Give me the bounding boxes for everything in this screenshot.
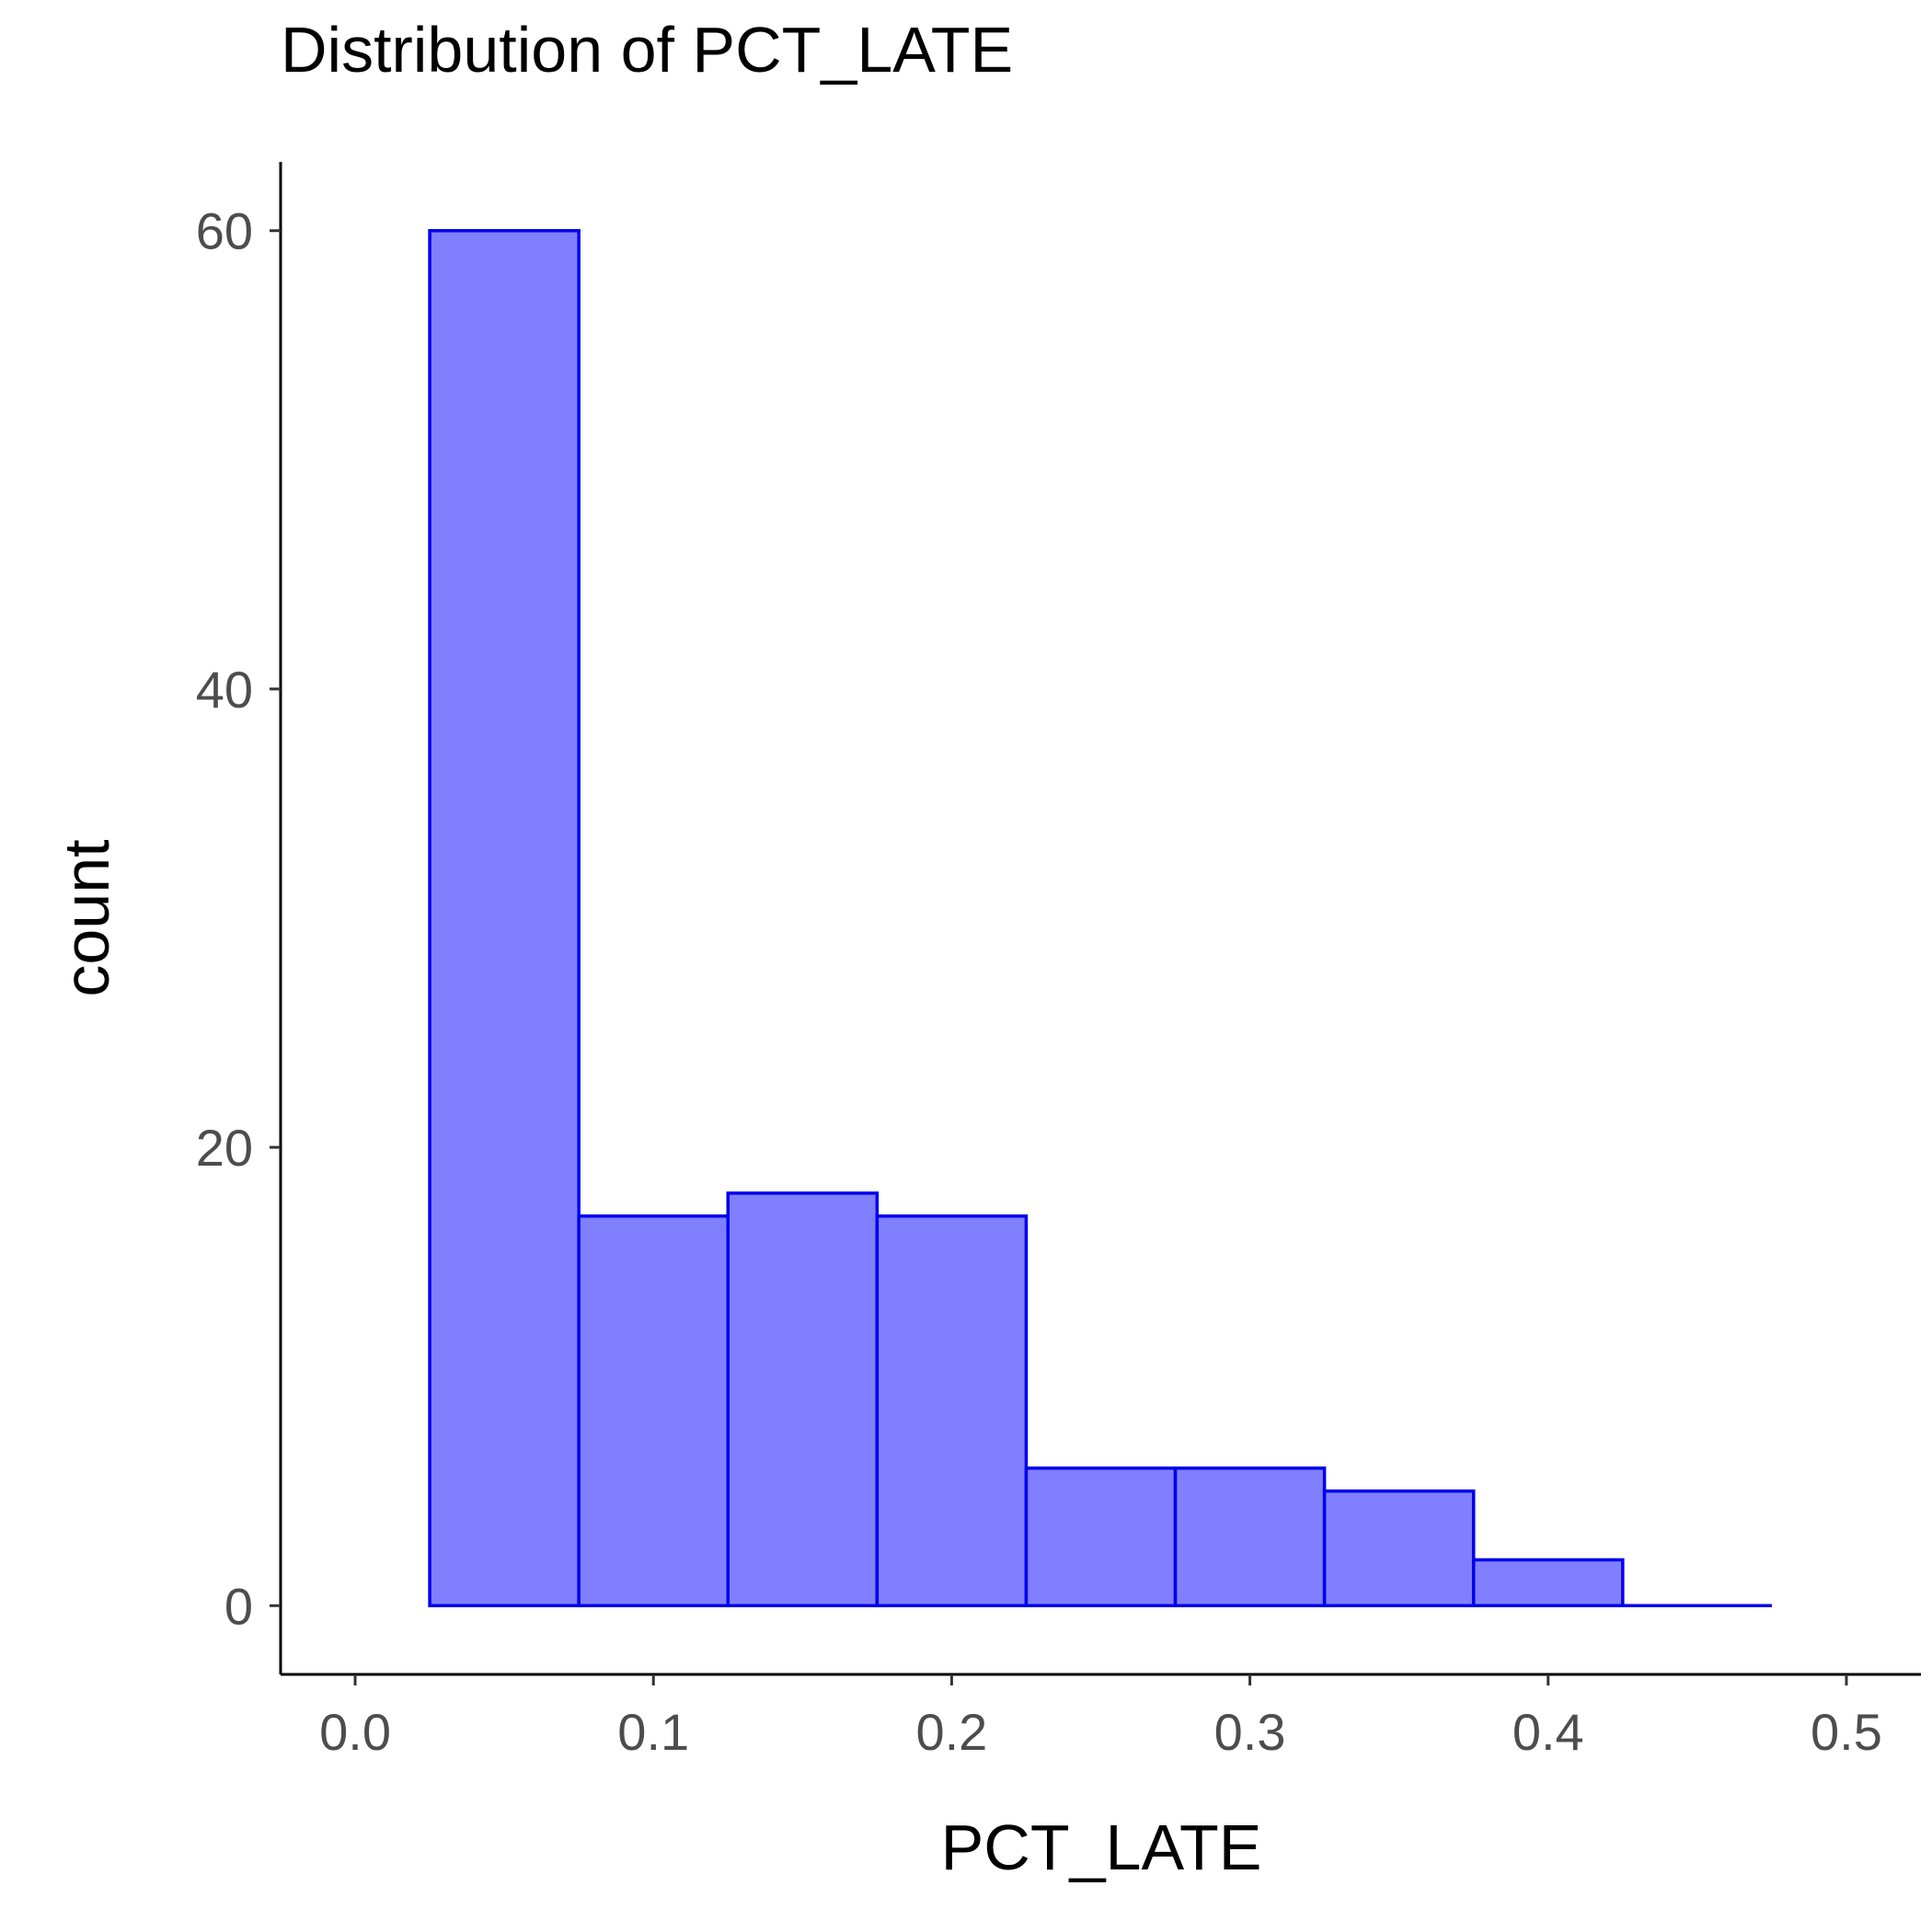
histogram-bar <box>726 1191 880 1608</box>
x-axis-title: PCT_LATE <box>941 1811 1262 1883</box>
x-tick-label: 0.2 <box>915 1703 987 1761</box>
chart-title: Distribution of PCT_LATE <box>281 14 1013 86</box>
y-tick-label: 60 <box>196 202 253 260</box>
histogram-bar <box>1173 1466 1327 1608</box>
x-tick-label: 0.0 <box>319 1703 391 1761</box>
x-tick-label: 0.1 <box>617 1703 689 1761</box>
y-tick-label: 0 <box>224 1577 253 1635</box>
y-tick-label: 20 <box>196 1119 253 1177</box>
x-tick-label: 0.4 <box>1512 1703 1584 1761</box>
histogram-bar <box>428 228 581 1608</box>
histogram-bar <box>1471 1558 1625 1608</box>
histogram-bar <box>1322 1489 1476 1608</box>
x-tick-label: 0.5 <box>1811 1703 1882 1761</box>
y-tick-label: 40 <box>196 661 253 719</box>
histogram-bar <box>1024 1466 1178 1608</box>
histogram-bar <box>577 1214 730 1608</box>
bars-group <box>428 228 1772 1608</box>
histogram-bar <box>875 1214 1029 1608</box>
x-ticks-group: 0.0 0.1 0.2 0.3 0.4 0.5 <box>319 1674 1882 1761</box>
y-ticks-group: 0 20 40 60 <box>196 202 281 1635</box>
x-tick-label: 0.3 <box>1214 1703 1286 1761</box>
y-axis-title: count <box>51 839 122 996</box>
